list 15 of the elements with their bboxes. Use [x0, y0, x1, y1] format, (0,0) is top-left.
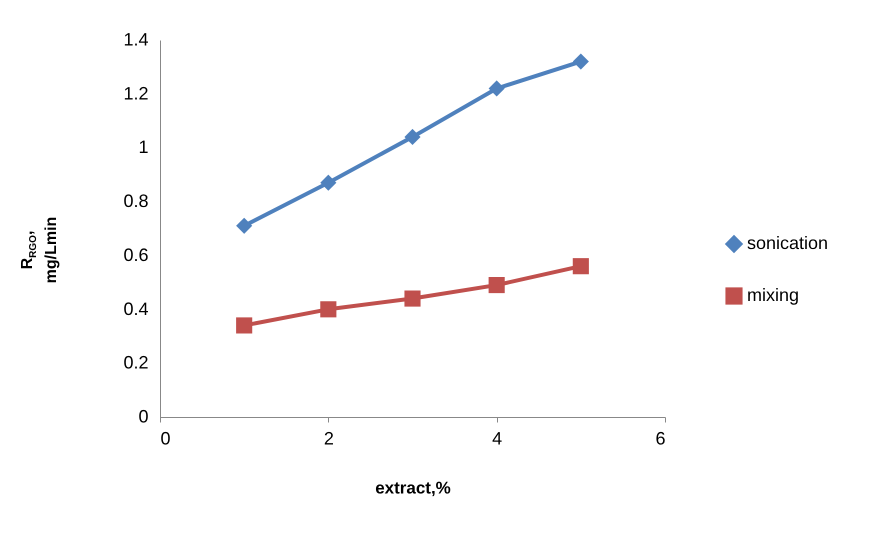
x-tick-label: 0 [160, 428, 171, 448]
legend-label: sonication [747, 233, 828, 253]
y-tick-label: 0 [138, 406, 148, 426]
x-axis-title: extract,% [375, 478, 451, 498]
y-tick-label: 1 [138, 137, 148, 158]
y-tick-label: 1.4 [123, 30, 148, 50]
legend-label: mixing [747, 285, 800, 305]
y-tick-label: 0.4 [123, 298, 148, 319]
y-tick-label: 0.6 [123, 244, 148, 265]
x-tick-label: 2 [324, 428, 334, 448]
y-tick-label: 0.8 [123, 191, 148, 212]
x-tick-label: 4 [492, 428, 502, 448]
y-tick-label: 0.2 [123, 352, 148, 373]
x-tick-label: 6 [655, 428, 666, 448]
y-tick-label: 1.2 [123, 83, 148, 104]
